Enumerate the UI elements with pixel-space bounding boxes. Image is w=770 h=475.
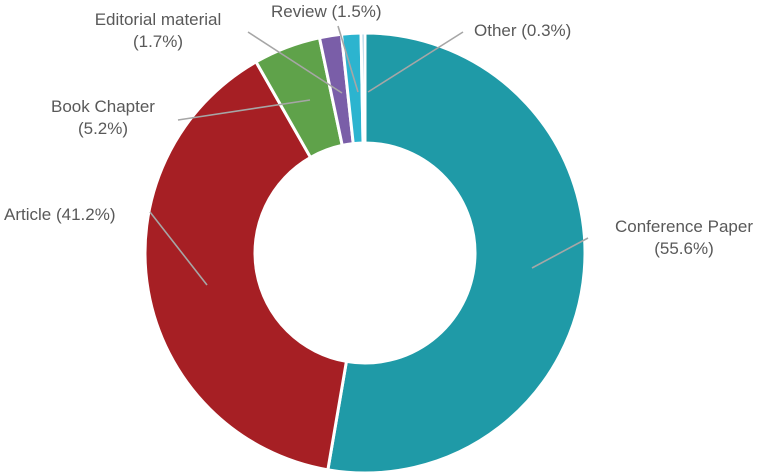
label-review-percent: (1.5%) [331, 2, 382, 21]
label-conference-paper-name: Conference Paper [615, 217, 753, 236]
label-other-percent: (0.3%) [521, 21, 572, 40]
label-review: Review (1.5%) [271, 1, 382, 23]
leader-line-other [367, 31, 464, 93]
label-other: Other (0.3%) [474, 20, 571, 42]
label-conference-paper: Conference Paper (55.6%) [598, 216, 770, 260]
leader-line-editorial-material [247, 31, 343, 94]
leader-line-article [149, 211, 208, 286]
label-article: Article (41.2%) [4, 204, 116, 226]
label-article-percent: (41.2%) [55, 205, 116, 224]
slice-article [143, 60, 348, 472]
slices-group [143, 31, 587, 475]
leader-line-review [337, 25, 359, 93]
leader-line-conference-paper [531, 237, 589, 269]
slice-other [359, 31, 367, 145]
label-editorial-material: Editorial material (1.7%) [72, 9, 244, 53]
label-editorial-material-percent: (1.7%) [132, 32, 184, 51]
label-conference-paper-percent: (55.6%) [654, 239, 714, 258]
leader-line-book-chapter [177, 99, 311, 121]
label-book-chapter-percent: (5.2%) [77, 119, 129, 138]
label-editorial-material-name: Editorial material [94, 10, 222, 29]
leader-lines-group [149, 25, 589, 286]
label-book-chapter: Book Chapter (5.2%) [30, 96, 176, 140]
label-book-chapter-name: Book Chapter [51, 97, 155, 116]
label-article-name: Article [4, 205, 52, 224]
slice-conference-paper [326, 31, 587, 475]
label-review-name: Review [271, 2, 327, 21]
label-other-name: Other [474, 21, 517, 40]
